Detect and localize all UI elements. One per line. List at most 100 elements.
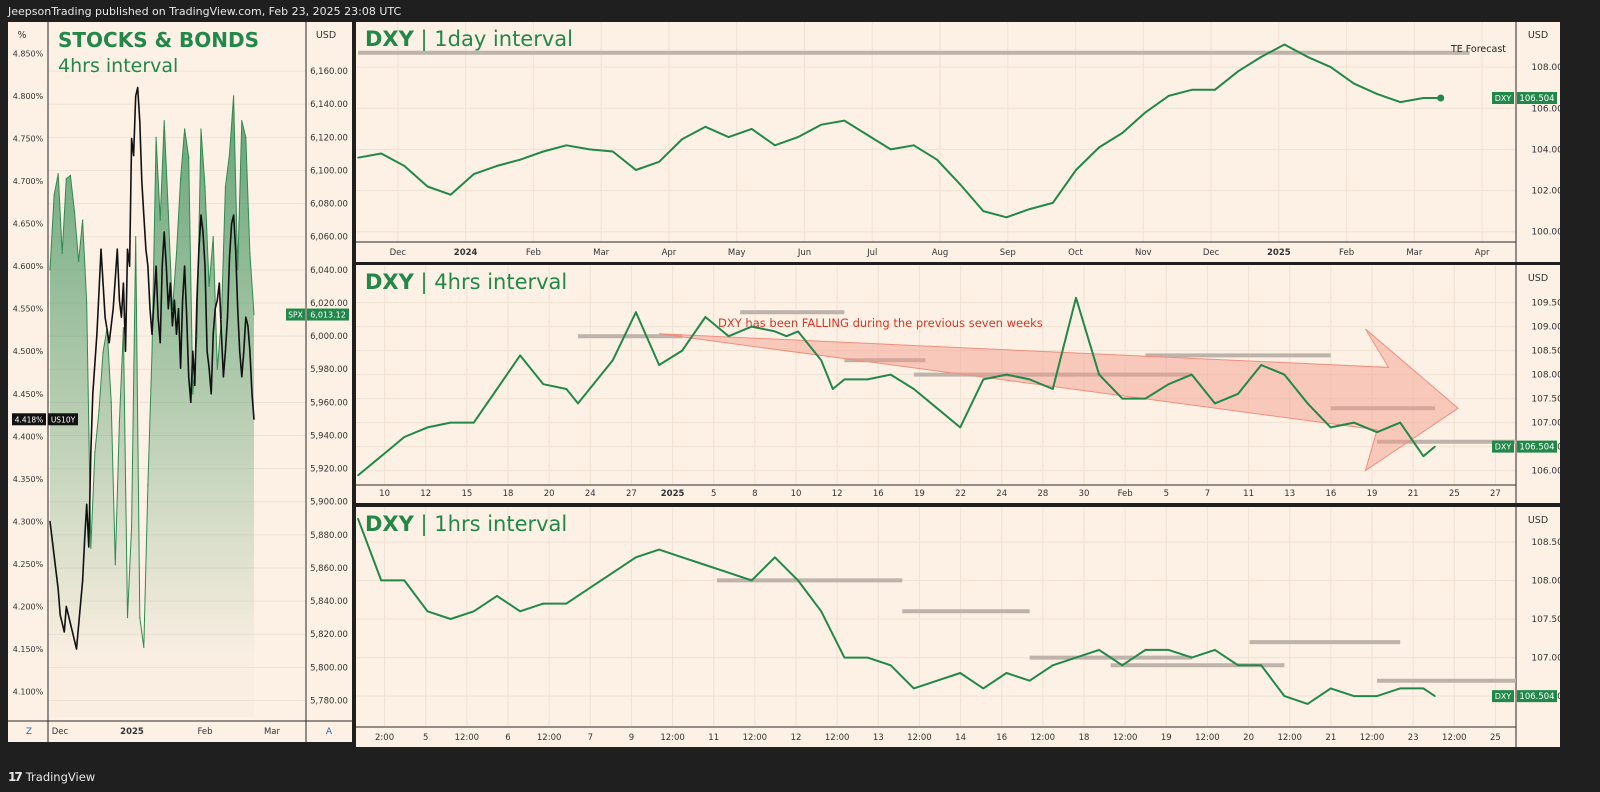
us10y-data-point bbox=[151, 333, 153, 335]
dxy-data-point bbox=[658, 364, 660, 366]
x-tick-label: Jun bbox=[797, 248, 811, 258]
dxy-data-point bbox=[1422, 687, 1425, 690]
us10y-data-point bbox=[49, 520, 51, 522]
us10y-data-point bbox=[149, 308, 151, 310]
series-name-label: DXY bbox=[1495, 94, 1512, 103]
trend-arrow-annotation bbox=[659, 328, 1459, 472]
right-tick-label: 6,140.00 bbox=[310, 100, 348, 110]
us10y-data-point bbox=[139, 120, 141, 123]
x-tick-label: Apr bbox=[662, 248, 677, 258]
x-tick-label: Feb bbox=[197, 727, 212, 737]
dxy-daily-chart[interactable]: 108.000 106.000 104.000 102.000 100.000 Dec 20… bbox=[356, 22, 1560, 262]
us10y-data-point bbox=[118, 299, 120, 301]
dxy-data-point bbox=[611, 359, 614, 361]
x-tick-label: 30 bbox=[1079, 489, 1090, 499]
us10y-data-point bbox=[161, 265, 163, 267]
us10y-data-point bbox=[177, 308, 180, 310]
spx-data-point bbox=[241, 120, 243, 122]
dxy-data-point bbox=[889, 373, 892, 376]
us10y-data-point bbox=[198, 248, 200, 250]
x-tick-label: Jul bbox=[866, 248, 877, 258]
right-tick-label: 5,940.00 bbox=[310, 431, 348, 441]
dxy-data-point bbox=[426, 426, 429, 429]
dxy-data-point bbox=[426, 185, 429, 188]
dxy-data-point bbox=[1190, 373, 1193, 376]
x-tick-label: 19 bbox=[1161, 733, 1172, 743]
dxy-data-point bbox=[1028, 679, 1031, 682]
x-tick-label: 18 bbox=[503, 489, 514, 499]
dxy-data-point bbox=[1214, 649, 1216, 651]
dxy-data-point bbox=[1353, 695, 1355, 697]
us10y-data-point bbox=[220, 333, 222, 335]
dxy-data-point bbox=[1376, 695, 1378, 697]
dxy-1h-chart[interactable]: 108.500108.000107.500107.000106.5002:005… bbox=[356, 507, 1560, 747]
right-tick-label: 6,120.00 bbox=[310, 133, 348, 143]
last-value-tag bbox=[1517, 440, 1557, 453]
dxy-data-point bbox=[1283, 695, 1286, 697]
x-tick-label: 12:00 bbox=[537, 733, 562, 743]
dxy-data-point bbox=[1167, 95, 1170, 97]
dxy-data-point bbox=[449, 193, 452, 196]
dxy-data-point bbox=[704, 316, 707, 318]
us10y-data-point bbox=[171, 325, 173, 327]
spx-data-point bbox=[233, 95, 235, 97]
us10y-data-point bbox=[75, 648, 78, 650]
last-value-label: 106.504 bbox=[1519, 692, 1554, 702]
x-tick-label: 7 bbox=[1205, 489, 1210, 499]
x-tick-label: 12 bbox=[832, 489, 843, 499]
us10y-data-point bbox=[69, 622, 71, 625]
panel-title-main: DXY bbox=[365, 270, 415, 294]
x-tick-label: 16 bbox=[996, 733, 1007, 743]
spx-name-label: SPX bbox=[288, 311, 302, 320]
dxy-data-point bbox=[1283, 373, 1286, 376]
dxy-data-point bbox=[1121, 664, 1124, 667]
x-tick-label: 19 bbox=[1367, 489, 1378, 499]
us10y-data-point bbox=[212, 333, 214, 335]
spx-data-point bbox=[106, 327, 108, 329]
x-tick-label: 9 bbox=[629, 733, 634, 743]
stocks-bonds-panel[interactable]: 4.850% 4.800% 4.750% 4.700% 4.650% 4.600% 4.55… bbox=[8, 22, 352, 742]
spx-data-point bbox=[175, 252, 178, 254]
unit-label: USD bbox=[1528, 30, 1548, 41]
us10y-data-point bbox=[141, 180, 143, 182]
x-tick-label: Mar bbox=[264, 727, 281, 737]
spx-data-point bbox=[151, 352, 153, 354]
us10y-data-point bbox=[190, 401, 192, 403]
spx-data-point bbox=[237, 269, 239, 271]
x-tick-label: Nov bbox=[1135, 248, 1152, 258]
x-tick-label: 16 bbox=[873, 489, 884, 499]
right-tick-label: 6,060.00 bbox=[310, 233, 348, 243]
tradingview-label: TradingView bbox=[25, 770, 96, 784]
y-tick-label: 102.000 bbox=[1531, 187, 1560, 197]
dxy-data-point bbox=[1190, 88, 1193, 91]
left-tick-label: 4.650% bbox=[13, 220, 44, 229]
us10y-data-point bbox=[96, 333, 98, 335]
us10y-data-point bbox=[196, 299, 198, 301]
us10y-data-point bbox=[100, 248, 102, 250]
dxy-data-point bbox=[774, 144, 776, 147]
x-tick-label: 25 bbox=[1449, 489, 1460, 499]
us10y-data-point bbox=[169, 282, 171, 284]
x-tick-label: Feb bbox=[1339, 248, 1354, 258]
dxy-4h-panel[interactable]: 109.500 109.000 108.500 108.000 107.500 107.0… bbox=[356, 265, 1560, 503]
dxy-data-point bbox=[889, 148, 892, 151]
us10y-data-point bbox=[126, 248, 129, 250]
dxy-data-point bbox=[1399, 421, 1401, 424]
spx-value-tag bbox=[307, 308, 349, 321]
panel-title: DXY | 4hrs interval bbox=[365, 270, 567, 295]
stocks-bonds-chart[interactable]: 4.850% 4.800% 4.750% 4.700% 4.650% 4.600% 4.55… bbox=[8, 22, 352, 742]
dxy-data-point bbox=[820, 610, 822, 613]
dxy-data-point bbox=[727, 571, 730, 574]
dxy-1h-panel[interactable]: 108.500108.000107.500107.000106.5002:005… bbox=[356, 507, 1560, 747]
y-tick-label: 106.000 bbox=[1531, 467, 1560, 477]
panel-title: DXY | 1hrs interval bbox=[365, 512, 567, 537]
us10y-value-tag bbox=[12, 413, 46, 426]
tradingview-footer[interactable]: 17 TradingView bbox=[8, 770, 95, 784]
spx-data-point bbox=[155, 136, 157, 138]
dxy-4h-chart[interactable]: 109.500 109.000 108.500 108.000 107.500 107.0… bbox=[356, 265, 1560, 503]
dxy-daily-panel[interactable]: 108.000 106.000 104.000 102.000 100.000 Dec 20… bbox=[356, 22, 1560, 262]
us10y-data-point bbox=[137, 86, 139, 89]
spx-data-point bbox=[82, 219, 84, 221]
x-tick-label: 11 bbox=[1243, 489, 1254, 499]
dxy-data-point bbox=[1028, 378, 1031, 381]
